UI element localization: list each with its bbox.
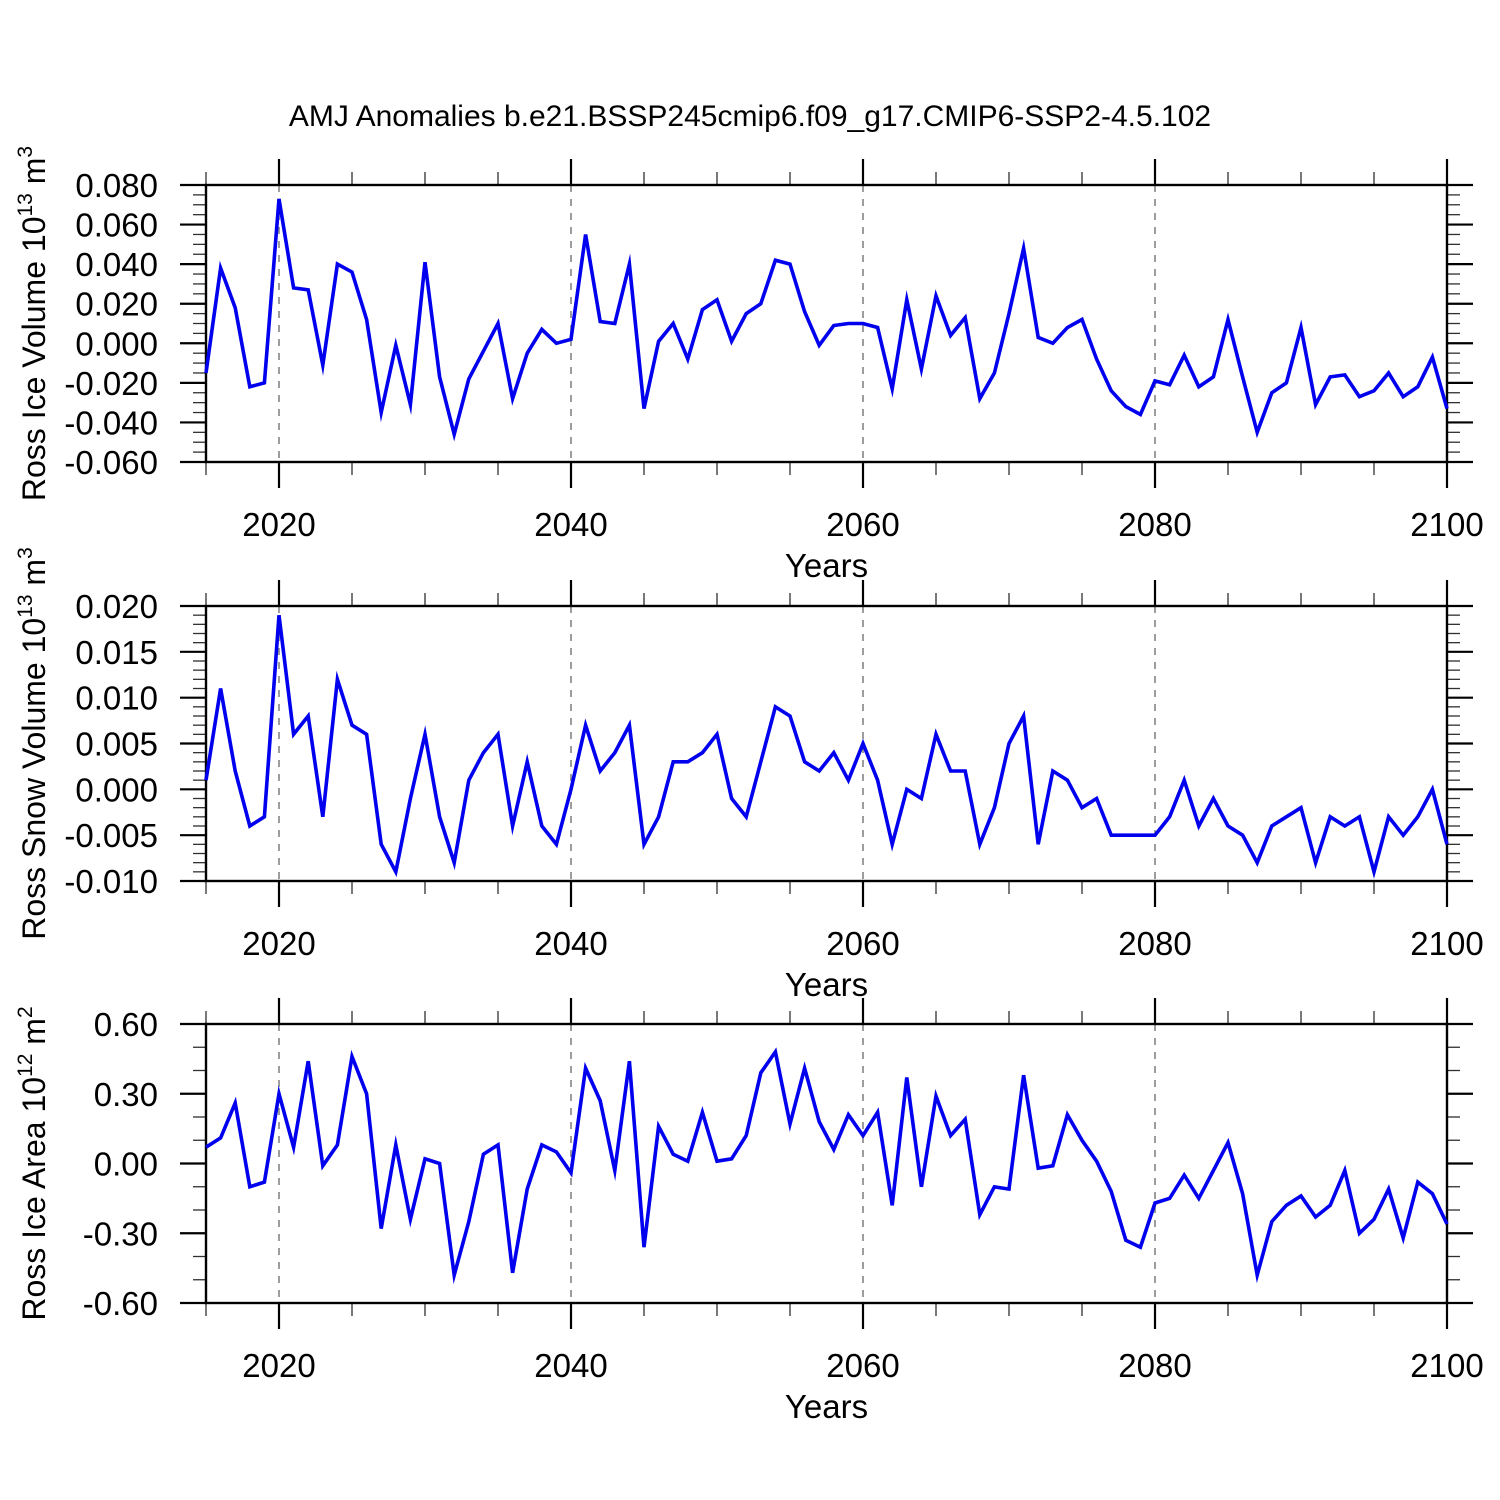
x-tick-label: 2020	[242, 925, 315, 962]
x-tick-label: 2040	[534, 1347, 607, 1384]
y-tick-label: 0.020	[75, 286, 158, 323]
data-line-ross-ice-volume	[204, 198, 1449, 442]
y-tick-label: 0.60	[94, 1006, 158, 1043]
x-tick-label: 2060	[826, 1347, 899, 1384]
x-tick-label: 2080	[1118, 1347, 1191, 1384]
x-tick-label: 2080	[1118, 506, 1191, 543]
chart-title: AMJ Anomalies b.e21.BSSP245cmip6.f09_g17…	[289, 100, 1211, 133]
panel-box	[204, 183, 1449, 464]
y-tick-label: 0.000	[75, 325, 158, 362]
x-tick-label: 2100	[1410, 1347, 1483, 1384]
y-tick-label: 0.000	[75, 771, 158, 808]
y-axis-title: Ross Ice Volume 1013 m3	[14, 146, 52, 501]
panel-box	[204, 604, 1449, 883]
x-tick-label: 2100	[1410, 506, 1483, 543]
x-axis-title: Years	[785, 1388, 868, 1425]
y-tick-label: 0.30	[94, 1076, 158, 1113]
x-tick-label: 2060	[826, 506, 899, 543]
y-tick-label: 0.015	[75, 634, 158, 671]
y-tick-label: -0.010	[64, 863, 158, 900]
y-tick-label: 0.010	[75, 680, 158, 717]
y-axis-title: Ross Snow Volume 1013 m3	[14, 547, 52, 940]
y-tick-label: 0.005	[75, 726, 158, 763]
y-tick-label: -0.005	[64, 817, 158, 854]
y-tick-label: 0.060	[75, 207, 158, 244]
x-tick-label: 2020	[242, 506, 315, 543]
data-line-ross-snow-volume	[204, 614, 1449, 879]
x-tick-label: 2100	[1410, 925, 1483, 962]
x-tick-label: 2040	[534, 506, 607, 543]
y-tick-label: -0.30	[83, 1215, 158, 1252]
x-tick-label: 2080	[1118, 925, 1191, 962]
y-tick-label: -0.060	[64, 444, 158, 481]
x-axis-title: Years	[785, 547, 868, 584]
y-axis-title: Ross Ice Area 1012 m2	[14, 1006, 52, 1320]
y-tick-label: 0.080	[75, 167, 158, 204]
x-tick-label: 2040	[534, 925, 607, 962]
y-tick-label: -0.60	[83, 1285, 158, 1322]
y-tick-label: 0.020	[75, 588, 158, 625]
y-tick-label: 0.040	[75, 246, 158, 283]
x-axis-title: Years	[785, 966, 868, 1003]
y-tick-label: -0.040	[64, 404, 158, 441]
y-tick-label: -0.020	[64, 365, 158, 402]
data-line-ross-ice-area	[205, 1047, 1449, 1285]
x-tick-label: 2020	[242, 1347, 315, 1384]
y-tick-label: 0.00	[94, 1146, 158, 1183]
panel-box	[204, 1022, 1449, 1305]
x-tick-label: 2060	[826, 925, 899, 962]
